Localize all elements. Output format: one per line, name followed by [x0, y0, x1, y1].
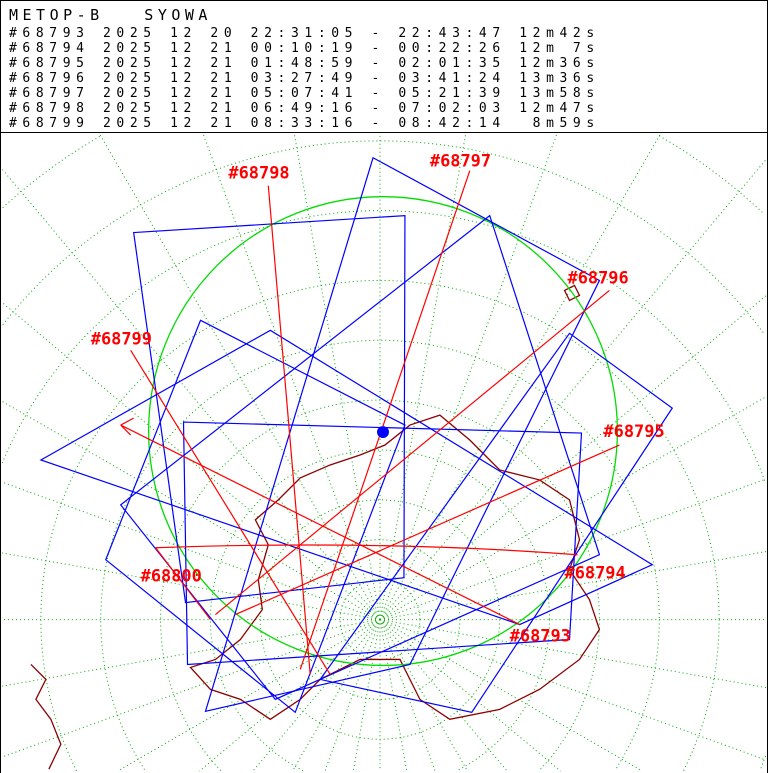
- meridian-line: [379, 396, 767, 620]
- pass-row: #68797 2025 12 21 05:07:41 - 05:21:39 13…: [9, 86, 600, 101]
- meridian-line: [352, 619, 381, 772]
- track-label: #68795: [603, 421, 664, 441]
- track-label: #68797: [430, 151, 491, 171]
- track-label: #68794: [565, 563, 626, 583]
- graticule: [1, 133, 767, 772]
- pass-row: #68793 2025 12 20 22:31:05 - 22:43:47 12…: [9, 26, 600, 41]
- swath-68797: [204, 156, 601, 713]
- track-68797: [299, 170, 471, 670]
- track-label: #68796: [568, 267, 629, 287]
- pass-row: #68796 2025 12 21 03:27:49 - 03:41:24 13…: [9, 71, 600, 86]
- swath-68794: [39, 329, 654, 626]
- swath-68798: [132, 214, 406, 604]
- swaths: [39, 156, 674, 714]
- track-68799: [130, 349, 331, 675]
- track-68795: [235, 444, 620, 616]
- latitude-circle: [209, 449, 551, 772]
- swath-68799: [105, 319, 406, 714]
- meridian-line: [1, 619, 381, 758]
- meridian-line: [379, 619, 767, 689]
- latitude-circle: [40, 279, 720, 772]
- meridian-line: [379, 133, 467, 620]
- satellite-station-title: METOP-B SYOWA: [9, 6, 212, 24]
- track-68798: [267, 185, 311, 675]
- meridian-line: [1, 302, 381, 620]
- pass-row: #68799 2025 12 21 08:33:16 - 08:42:14 8m…: [9, 116, 600, 131]
- track-label: #68798: [228, 163, 289, 183]
- meridian-line: [379, 619, 767, 761]
- ground-tracks: [120, 170, 620, 675]
- meridian-line: [293, 133, 381, 620]
- meridian-line: [99, 133, 381, 620]
- latitude-circle: [2, 140, 766, 336]
- track-68794: [155, 544, 578, 556]
- meridian-line: [379, 619, 436, 772]
- track-labels: #68798 #68797 #68796 #68799 #68795 #6879…: [91, 151, 665, 646]
- latitude-circle: [100, 339, 660, 770]
- meridian-line: [1, 481, 381, 621]
- station-marker: [377, 426, 389, 439]
- meridian-line: [379, 133, 661, 620]
- meridian-line: [324, 619, 381, 772]
- swath-68793: [119, 214, 601, 701]
- track-label: #68793: [510, 626, 571, 646]
- pass-row: #68798 2025 12 21 06:49:16 - 07:02:03 12…: [9, 101, 600, 116]
- polar-map: #68798 #68797 #68796 #68799 #68795 #6879…: [0, 132, 768, 773]
- meridian-line: [1, 400, 381, 620]
- meridian-line: [1, 619, 381, 687]
- swath-68795: [182, 421, 583, 666]
- track-68796: [215, 289, 610, 616]
- swath-68796: [319, 332, 674, 713]
- meridian-line: [379, 619, 408, 772]
- meridian-line: [379, 159, 767, 620]
- pass-list-header: METOP-B SYOWA #68793 2025 12 20 22:31:05…: [0, 0, 768, 133]
- track-68800: [155, 547, 211, 620]
- meridian-line: [1, 168, 381, 620]
- coverage-circle: [147, 196, 619, 667]
- meridian-line: [379, 619, 508, 772]
- latitude-circle: [2, 135, 765, 215]
- meridian-line: [379, 619, 643, 772]
- pass-row: #68795 2025 12 21 01:48:59 - 02:01:35 12…: [9, 56, 600, 71]
- track-label: #68800: [141, 566, 202, 586]
- track-label: #68799: [91, 328, 152, 348]
- meridian-line: [379, 478, 767, 621]
- coastline: [30, 284, 601, 770]
- latitude-circle: [259, 499, 501, 740]
- pass-row: #68794 2025 12 21 00:10:19 - 00:22:26 12…: [9, 41, 600, 56]
- meridian-line: [379, 295, 767, 620]
- meridian-line: [117, 619, 381, 772]
- meridian-line: [1, 552, 381, 621]
- track-68793: [120, 417, 520, 626]
- meridian-line: [292, 619, 381, 772]
- latitude-circle: [1, 210, 766, 770]
